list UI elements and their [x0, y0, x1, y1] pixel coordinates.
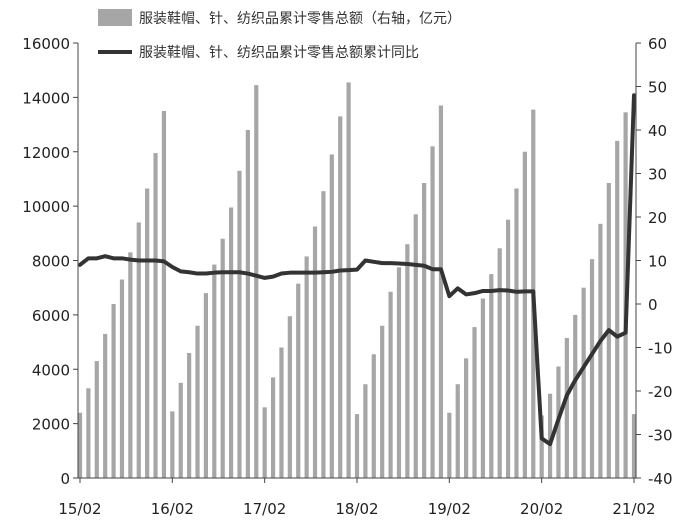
left-tick-label: 0 [60, 470, 70, 488]
bar [547, 393, 553, 478]
right-tick-label: -20 [648, 383, 673, 401]
bar [161, 110, 167, 478]
bar-series [77, 82, 637, 479]
bar [405, 244, 410, 478]
bar [145, 188, 150, 478]
bar [615, 140, 620, 479]
bar [505, 219, 511, 478]
bar [539, 415, 544, 478]
x-tick-label: 20/02 [520, 500, 563, 518]
bar [94, 361, 99, 478]
left-tick-label: 2000 [32, 416, 70, 434]
bar [413, 214, 418, 478]
bar [86, 388, 91, 478]
x-tick-label: 21/02 [612, 500, 655, 518]
bar [438, 105, 444, 478]
left-tick-label: 10000 [22, 198, 70, 216]
bar [312, 226, 318, 478]
bar [329, 154, 334, 478]
bar [514, 188, 519, 478]
left-tick-label: 16000 [22, 35, 70, 53]
bar [77, 412, 83, 478]
x-tick-label: 19/02 [428, 500, 471, 518]
bar [119, 279, 125, 478]
left-tick-label: 6000 [32, 307, 70, 325]
bar [304, 256, 309, 478]
bar [187, 352, 192, 478]
legend-bar-label: 服装鞋帽、针、纺织品累计零售总额（右轴，亿元） [139, 11, 461, 27]
bar [279, 347, 284, 478]
right-tick-label: -40 [648, 470, 673, 488]
bar [128, 252, 133, 478]
bar [522, 151, 527, 478]
bar [430, 146, 435, 478]
right-tick-label: 10 [648, 253, 667, 271]
bar [262, 407, 267, 478]
bar [212, 264, 217, 478]
bar [564, 337, 569, 478]
right-tick-label: -10 [648, 340, 673, 358]
bar [480, 298, 486, 478]
bar [497, 248, 502, 478]
bar [338, 116, 343, 478]
bar [380, 325, 385, 478]
bar [371, 354, 376, 478]
bar [170, 411, 175, 478]
bar [464, 358, 469, 479]
bar [388, 291, 393, 478]
bar [455, 384, 460, 478]
x-tick-label: 17/02 [243, 500, 286, 518]
bar [472, 327, 477, 478]
right-tick-label: 20 [648, 209, 667, 227]
bar [296, 283, 301, 478]
right-tick-label: 40 [648, 122, 667, 140]
bar [581, 287, 586, 478]
bar [178, 382, 183, 478]
right-tick-label: 50 [648, 79, 667, 97]
bar [245, 130, 250, 478]
bar [363, 384, 368, 478]
bar [396, 267, 402, 478]
bar [136, 222, 141, 478]
bar [254, 85, 259, 478]
bar [631, 414, 637, 478]
left-tick-label: 8000 [32, 253, 70, 271]
legend-bar-swatch [98, 9, 132, 26]
right-tick-label: 30 [648, 166, 667, 184]
bar [422, 183, 427, 478]
bar [346, 82, 351, 479]
bar [270, 377, 276, 478]
left-tick-label: 14000 [22, 89, 70, 107]
left-tick-label: 4000 [32, 361, 70, 379]
bar [237, 170, 242, 478]
yoy-line [78, 93, 636, 447]
line-series [78, 93, 636, 447]
right-tick-label: -30 [648, 427, 673, 445]
legend: 服装鞋帽、针、纺织品累计零售总额（右轴，亿元） 服装鞋帽、针、纺织品累计零售总额累… [98, 9, 461, 61]
axes: 0 2000 4000 6000 8000 10000 12000 14000 16000 -40… [22, 35, 672, 518]
bar [598, 223, 603, 478]
bar [573, 314, 578, 479]
bar [111, 304, 116, 478]
bar [321, 191, 326, 479]
bar [203, 293, 209, 479]
bar [287, 316, 292, 478]
bar [103, 333, 108, 478]
bar [489, 274, 494, 478]
left-tick-label: 12000 [22, 144, 70, 162]
x-tick-label: 18/02 [335, 500, 378, 518]
x-tick-label: 15/02 [58, 500, 101, 518]
right-tick-label: 0 [648, 296, 658, 314]
bar [447, 412, 452, 478]
bar [195, 325, 200, 478]
bar [228, 207, 234, 479]
legend-line-label: 服装鞋帽、针、纺织品累计零售总额累计同比 [139, 45, 419, 61]
bar [354, 414, 360, 478]
right-tick-label: 60 [648, 35, 667, 53]
bar [589, 259, 595, 478]
bar [153, 153, 158, 479]
x-tick-label: 16/02 [151, 500, 194, 518]
bar [220, 238, 225, 478]
